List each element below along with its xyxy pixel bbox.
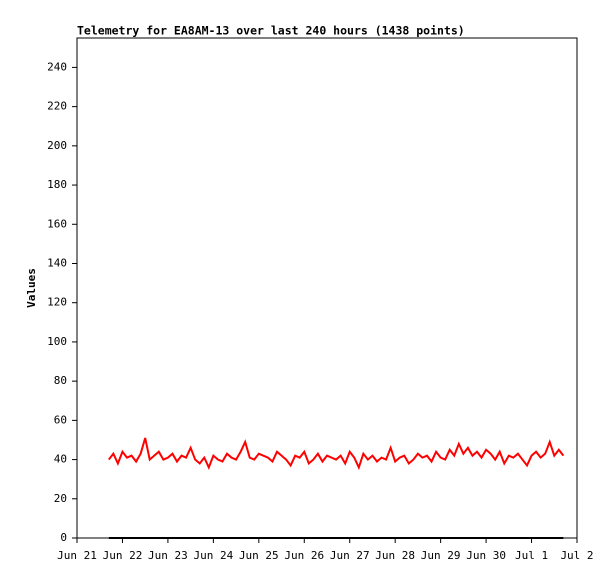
y-tick-label: 200	[47, 139, 67, 152]
y-tick-label: 100	[47, 335, 67, 348]
x-tick-label: Jun 24	[193, 549, 233, 562]
y-tick-label: 180	[47, 178, 67, 191]
x-tick-label: Jun 29	[421, 549, 461, 562]
x-tick-label: Jun 23	[148, 549, 188, 562]
y-tick-label: 220	[47, 100, 67, 113]
x-tick-label: Jun 28	[375, 549, 415, 562]
x-tick-label: Jun 26	[284, 549, 324, 562]
x-tick-label: Jun 27	[330, 549, 370, 562]
x-tick-label: Jun 30	[466, 549, 506, 562]
y-tick-label: 40	[54, 453, 67, 466]
y-tick-label: 120	[47, 296, 67, 309]
y-tick-label: 0	[60, 531, 67, 544]
x-tick-label: Jun 21	[57, 549, 97, 562]
y-tick-label: 160	[47, 217, 67, 230]
y-tick-label: 20	[54, 492, 67, 505]
x-tick-label: Jul 1	[515, 549, 548, 562]
y-tick-label: 240	[47, 60, 67, 73]
x-tick-label: Jul 2	[560, 549, 593, 562]
y-axis-label: Values	[25, 268, 38, 308]
x-tick-label: Jun 25	[239, 549, 279, 562]
chart-title: Telemetry for EA8AM-13 over last 240 hou…	[77, 24, 465, 38]
y-tick-label: 60	[54, 413, 67, 426]
y-tick-label: 80	[54, 374, 67, 387]
y-tick-label: 140	[47, 256, 67, 269]
data-line	[108, 437, 565, 471]
x-tick-label: Jun 22	[103, 549, 143, 562]
